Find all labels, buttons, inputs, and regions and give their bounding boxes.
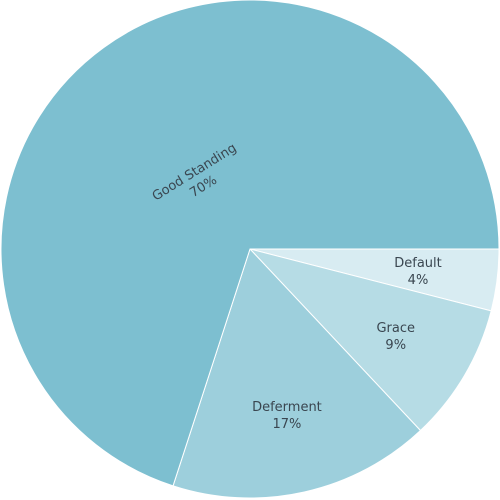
pie-slice-deferment [172, 248, 422, 499]
slice-label-group-default: Default 4% [394, 256, 442, 288]
slice-label-group-grace: Grace 9% [376, 321, 415, 353]
slice-value-label: 9% [385, 338, 406, 353]
slice-label: Default [394, 256, 442, 271]
slice-label: Grace [376, 321, 415, 336]
slice-value-label: 17% [272, 417, 301, 432]
slice-label-group-deferment: Deferment 17% [252, 400, 322, 432]
pie-slice-good-standing [0, 0, 500, 487]
slice-value-label: 4% [408, 273, 429, 288]
slice-label: Deferment [252, 400, 322, 415]
pie-slice-grace [248, 248, 492, 432]
